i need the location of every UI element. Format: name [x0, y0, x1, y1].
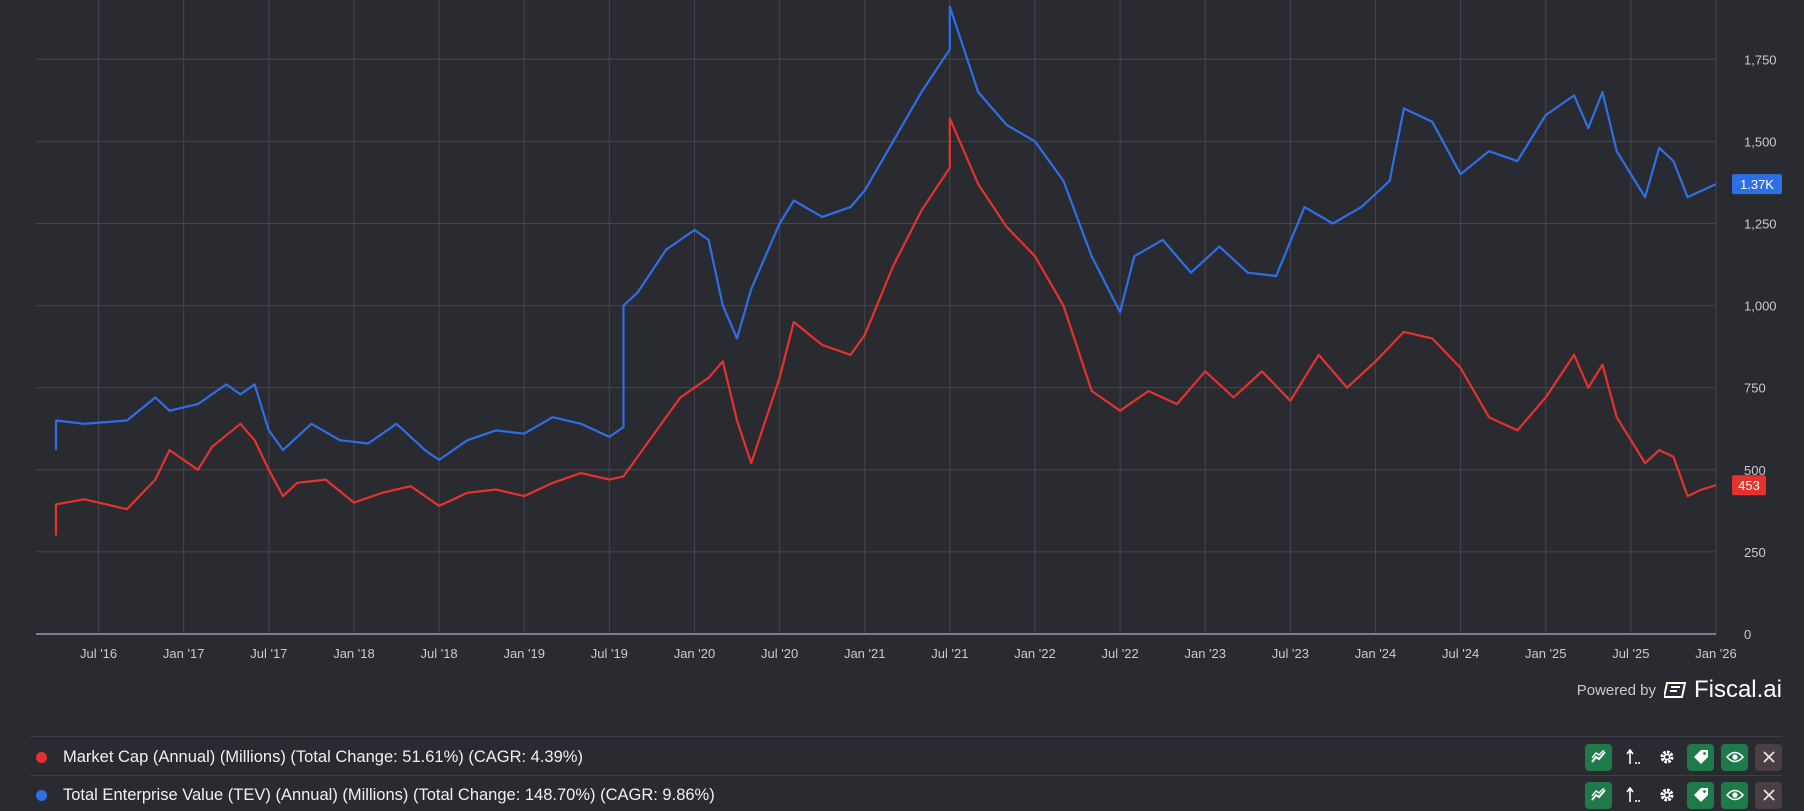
legend-row-tev: Total Enterprise Value (TEV) (Annual) (M…: [36, 779, 1782, 811]
close-icon: [1762, 750, 1776, 764]
x-tick-label: Jan '22: [1014, 646, 1056, 660]
gear-button[interactable]: [1653, 782, 1680, 809]
sort-button[interactable]: [1619, 782, 1646, 809]
y-tick-label: 1,250: [1744, 216, 1777, 231]
y-tick-label: 1,000: [1744, 299, 1777, 314]
tag-button[interactable]: [1687, 743, 1714, 771]
trend-button[interactable]: [1585, 781, 1612, 809]
x-tick-label: Jan '23: [1184, 646, 1226, 660]
gear-icon: [1659, 787, 1675, 803]
x-tick-label: Jan '25: [1525, 646, 1567, 660]
svg-text:453: 453: [1738, 478, 1760, 493]
eye-icon: [1725, 788, 1744, 802]
gear-icon: [1659, 749, 1675, 765]
chart-area: Jul '16 Jan '17 Jul '17 Jan '18 Jul '18 Jan '…: [36, 0, 1782, 660]
y-tick-label: 250: [1744, 545, 1766, 560]
close-icon: [1762, 788, 1776, 802]
legend-label: Market Cap (Annual) (Millions) (Total Ch…: [63, 747, 583, 766]
x-tick-label: Jan '24: [1355, 646, 1397, 660]
x-tick-label: Jan '21: [844, 646, 886, 660]
series-color-dot: [36, 751, 47, 763]
series-end-label: 453: [1732, 475, 1766, 496]
series-line-0[interactable]: [54, 117, 1717, 536]
trend-icon: [1590, 788, 1607, 802]
series-actions: [1585, 743, 1782, 771]
x-tick-label: Jul '23: [1272, 646, 1309, 660]
tag-icon: [1693, 749, 1709, 765]
x-tick-label: Jan '26: [1695, 646, 1737, 660]
brand-logo: Fiscal.ai: [1663, 676, 1782, 704]
close-button[interactable]: [1755, 743, 1782, 771]
eye-icon: [1725, 750, 1744, 764]
divider: [30, 775, 1782, 776]
divider: [30, 736, 1782, 737]
tag-icon: [1693, 787, 1709, 803]
legend-label: Total Enterprise Value (TEV) (Annual) (M…: [63, 785, 715, 804]
x-tick-label: Jul '21: [931, 646, 968, 660]
x-tick-label: Jul '19: [591, 646, 628, 660]
y-tick-label: 750: [1744, 381, 1766, 396]
sort-icon: [1625, 787, 1641, 803]
x-tick-label: Jul '24: [1442, 646, 1479, 660]
tag-button[interactable]: [1687, 781, 1714, 809]
sort-icon: [1625, 749, 1641, 765]
x-tick-label: Jul '20: [761, 646, 798, 660]
x-tick-label: Jul '16: [80, 646, 117, 660]
trend-button[interactable]: [1585, 743, 1612, 771]
close-button[interactable]: [1755, 781, 1782, 809]
x-tick-label: Jan '17: [163, 646, 205, 660]
x-tick-label: Jan '19: [503, 646, 545, 660]
trend-icon: [1590, 750, 1607, 764]
eye-button[interactable]: [1721, 743, 1748, 771]
x-tick-label: Jan '20: [674, 646, 716, 660]
series-actions: [1585, 781, 1782, 809]
powered-by[interactable]: Powered by Fiscal.ai: [1577, 676, 1782, 704]
y-tick-label: 1,500: [1744, 134, 1777, 149]
y-tick-label: 1,750: [1744, 52, 1777, 67]
x-tick-label: Jul '22: [1102, 646, 1139, 660]
sort-button[interactable]: [1619, 744, 1646, 771]
fiscal-logo-icon: [1663, 682, 1687, 698]
svg-text:1.37K: 1.37K: [1740, 177, 1774, 192]
x-tick-label: Jan '18: [333, 646, 375, 660]
series-line-1[interactable]: [54, 5, 1717, 461]
series-end-label: 1.37K: [1732, 174, 1782, 195]
y-tick-label: 0: [1744, 627, 1751, 642]
eye-button[interactable]: [1721, 781, 1748, 809]
series-color-dot: [36, 789, 47, 801]
x-tick-label: Jul '18: [420, 646, 457, 660]
legend-row-market-cap: Market Cap (Annual) (Millions) (Total Ch…: [36, 741, 1782, 773]
x-tick-label: Jul '17: [250, 646, 287, 660]
y-tick-label: 500: [1744, 463, 1766, 478]
powered-by-text: Powered by: [1576, 681, 1656, 699]
x-tick-label: Jul '25: [1612, 646, 1649, 660]
gear-button[interactable]: [1653, 744, 1680, 771]
brand-name: Fiscal.ai: [1693, 676, 1782, 703]
